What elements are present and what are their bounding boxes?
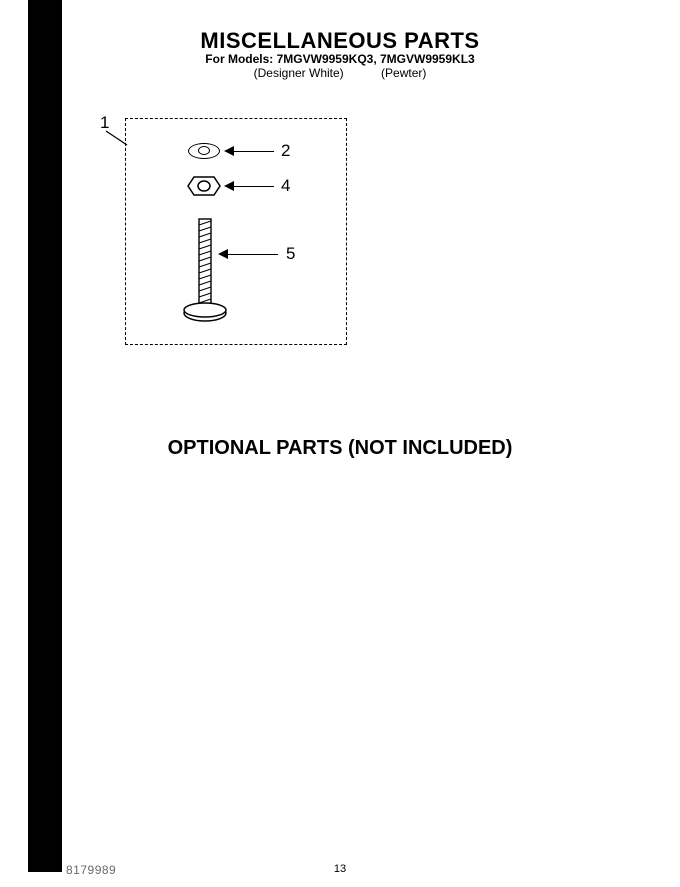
washer-hole-icon bbox=[198, 146, 210, 155]
arrow-5-head bbox=[218, 249, 228, 259]
arrow-4-line bbox=[234, 186, 274, 187]
arrow-2-line bbox=[234, 151, 274, 152]
finish-left: (Designer White) bbox=[254, 66, 344, 80]
callout-4: 4 bbox=[281, 176, 290, 196]
leveling-bolt-icon bbox=[182, 217, 228, 329]
hexnut-icon bbox=[186, 175, 222, 201]
arrow-4-head bbox=[224, 181, 234, 191]
models-line: For Models: 7MGVW9959KQ3, 7MGVW9959KL3 bbox=[0, 52, 680, 66]
finishes-line: (Designer White) (Pewter) bbox=[0, 66, 680, 80]
finish-right: (Pewter) bbox=[381, 66, 426, 80]
arrow-5-line bbox=[228, 254, 278, 255]
callout-5: 5 bbox=[286, 244, 295, 264]
callout-2: 2 bbox=[281, 141, 290, 161]
optional-parts-heading: OPTIONAL PARTS (NOT INCLUDED) bbox=[0, 437, 680, 460]
page-title: MISCELLANEOUS PARTS bbox=[0, 28, 680, 54]
arrow-2-head bbox=[224, 146, 234, 156]
page-number: 13 bbox=[0, 863, 680, 875]
parts-dashed-box: 2 4 bbox=[125, 118, 347, 345]
left-margin-bar bbox=[28, 0, 62, 872]
